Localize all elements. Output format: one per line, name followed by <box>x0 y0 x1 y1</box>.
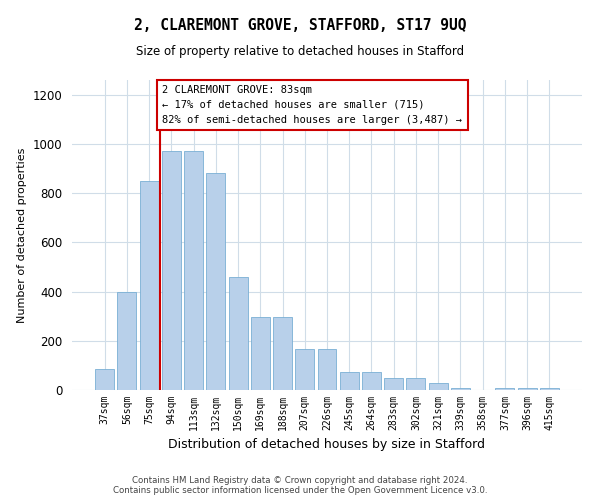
Bar <box>140 181 158 390</box>
Bar <box>406 378 425 390</box>
Text: Size of property relative to detached houses in Stafford: Size of property relative to detached ho… <box>136 45 464 58</box>
Bar <box>162 152 181 390</box>
Bar <box>206 174 225 390</box>
Y-axis label: Number of detached properties: Number of detached properties <box>17 148 27 322</box>
Text: Contains HM Land Registry data © Crown copyright and database right 2024.
Contai: Contains HM Land Registry data © Crown c… <box>113 476 487 495</box>
Bar <box>384 378 403 390</box>
Bar <box>95 369 114 390</box>
Bar <box>118 292 136 390</box>
Bar <box>496 388 514 390</box>
Bar <box>251 318 270 390</box>
Bar <box>317 350 337 390</box>
Bar <box>540 388 559 390</box>
Bar <box>362 372 381 390</box>
Bar <box>184 152 203 390</box>
Bar <box>340 372 359 390</box>
Bar <box>518 388 536 390</box>
Text: 2 CLAREMONT GROVE: 83sqm
← 17% of detached houses are smaller (715)
82% of semi-: 2 CLAREMONT GROVE: 83sqm ← 17% of detach… <box>163 85 463 124</box>
Bar <box>229 277 248 390</box>
Bar <box>273 318 292 390</box>
Bar <box>429 382 448 390</box>
Bar <box>295 350 314 390</box>
Bar <box>451 388 470 390</box>
X-axis label: Distribution of detached houses by size in Stafford: Distribution of detached houses by size … <box>169 438 485 452</box>
Text: 2, CLAREMONT GROVE, STAFFORD, ST17 9UQ: 2, CLAREMONT GROVE, STAFFORD, ST17 9UQ <box>134 18 466 32</box>
